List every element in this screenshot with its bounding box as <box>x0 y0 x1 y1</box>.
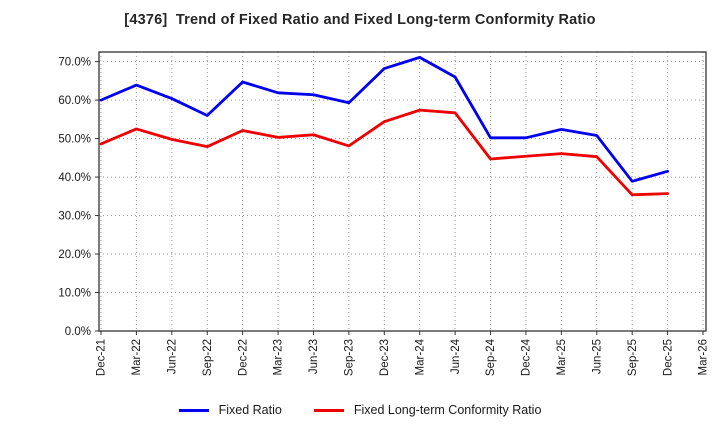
y-tick-label: 10.0% <box>58 287 91 299</box>
x-tick-label: Sep-25 <box>627 339 639 376</box>
x-tick-label: Dec-21 <box>96 339 108 376</box>
x-tick-label: Dec-24 <box>521 338 533 376</box>
fixed-ratio-line <box>99 55 669 183</box>
x-tick-label: Mar-23 <box>273 339 285 375</box>
y-tick-label: 70.0% <box>58 57 91 69</box>
x-tick-label: Sep-24 <box>485 338 497 376</box>
y-tick-label: 60.0% <box>58 95 91 107</box>
y-tick-label: 0.0% <box>65 326 91 338</box>
y-tick-label: 40.0% <box>58 172 91 184</box>
y-tick-label: 50.0% <box>58 133 91 145</box>
legend: Fixed Ratio Fixed Long-term Conformity R… <box>0 403 720 417</box>
x-tick-label: Mar-26 <box>698 339 710 375</box>
x-tick-label: Mar-24 <box>414 338 426 375</box>
x-tick-label: Jun-25 <box>591 339 603 374</box>
x-tick-label: Mar-25 <box>556 339 568 375</box>
x-tick-label: Sep-23 <box>344 339 356 376</box>
x-tick-label: Dec-22 <box>237 339 249 376</box>
x-tick-label: Jun-23 <box>308 339 320 374</box>
y-tick-label: 20.0% <box>58 249 91 261</box>
x-tick-label: Dec-25 <box>662 339 674 376</box>
x-tick-label: Sep-22 <box>202 339 214 376</box>
legend-label-fixed-long-term-conformity-ratio: Fixed Long-term Conformity Ratio <box>353 403 542 417</box>
legend-label-fixed-ratio: Fixed Ratio <box>218 403 282 417</box>
fixed-ratio-line-swatch-icon <box>178 408 209 412</box>
y-tick-label: 30.0% <box>58 210 91 222</box>
x-tick-label: Dec-23 <box>379 339 391 376</box>
legend-item-fixed-ratio: Fixed Ratio <box>178 403 282 417</box>
fixed-long-term-conformity-ratio-line-swatch-icon <box>313 408 344 412</box>
fixed-long-term-conformity-ratio-line <box>99 108 669 197</box>
legend-item-fixed-long-term-conformity-ratio: Fixed Long-term Conformity Ratio <box>313 403 542 417</box>
x-tick-label: Jun-22 <box>167 339 179 374</box>
x-tick-label: Mar-22 <box>131 339 143 375</box>
x-tick-label: Jun-24 <box>450 338 462 374</box>
chart-title: [4376] Trend of Fixed Ratio and Fixed Lo… <box>124 12 596 28</box>
plot-frame <box>98 51 707 332</box>
